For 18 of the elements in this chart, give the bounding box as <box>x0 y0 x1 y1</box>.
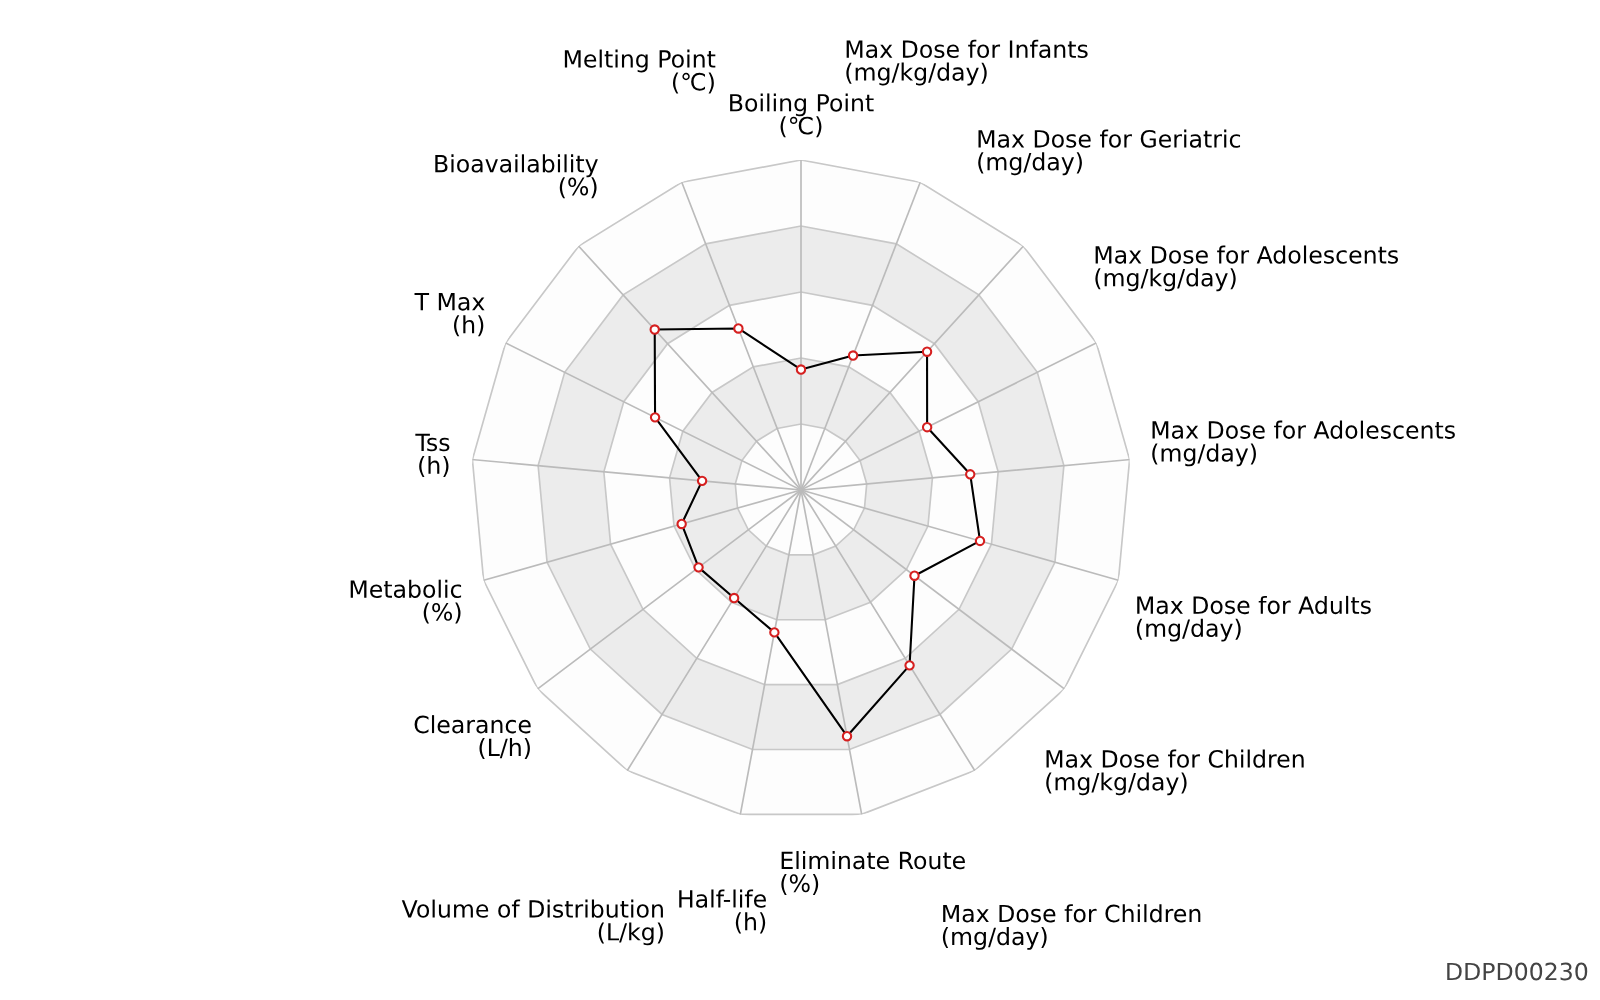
spoke-label: Metabolic (%) <box>350 579 462 624</box>
text: DDPD00230 <box>1447 962 1588 981</box>
spoke-label: Max Dose for Adolescents (mg/kg/day) <box>1095 245 1398 292</box>
spoke-label: Max Dose for Geriatric (mg/day) <box>978 129 1241 176</box>
spoke-label: Volume of Distribution (L/kg) <box>401 899 663 946</box>
spoke-label: Max Dose for Adults (mg/day) <box>1136 595 1371 642</box>
spoke-label: Half-life (h) <box>679 889 766 934</box>
spoke-label: T Max (h) <box>414 293 485 337</box>
spoke-label: Eliminate Route (%) <box>781 851 965 895</box>
spoke-label: Max Dose for Infants (mg/kg/day) <box>846 39 1088 86</box>
spoke-label: Max Dose for Children (mg/day) <box>942 904 1201 950</box>
spoke-label: Clearance (L/h) <box>414 715 531 760</box>
spoke-label: Max Dose for Adolescents (mg/day) <box>1152 420 1455 467</box>
spoke-label: Max Dose for Children (mg/kg/day) <box>1046 749 1304 796</box>
spoke-label: Boiling Point (℃) <box>730 93 874 138</box>
spoke-label: Bioavailability (%) <box>435 154 598 199</box>
spoke-label: Tss (h) <box>415 433 450 477</box>
spoke-label: Melting Point (℃) <box>564 49 716 94</box>
